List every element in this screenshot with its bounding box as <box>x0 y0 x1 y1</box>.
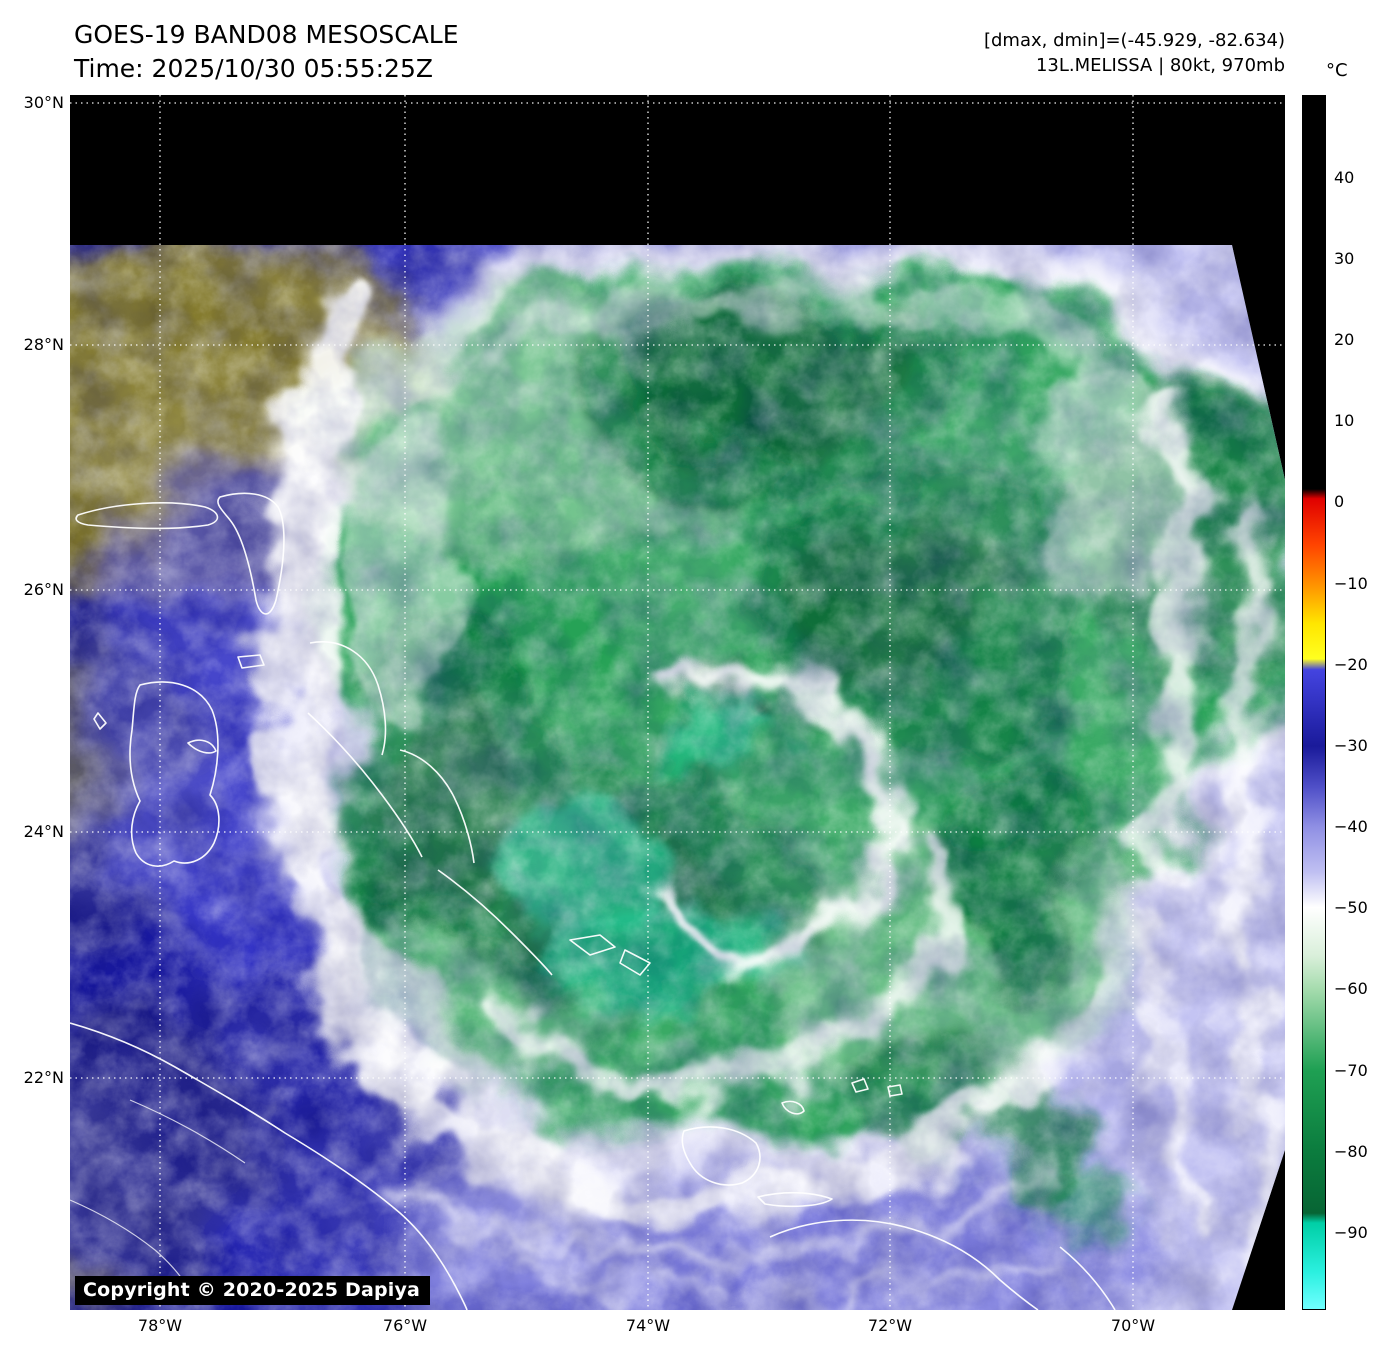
colorbar-tick-20: 20 <box>1334 330 1355 349</box>
colorbar-tick-n10: −10 <box>1334 574 1368 593</box>
colorbar-tick-n70: −70 <box>1334 1061 1368 1080</box>
lat-label-30n: 30°N <box>23 93 64 112</box>
colorbar-tick-40: 40 <box>1334 168 1355 187</box>
colorbar-tick-30: 30 <box>1334 249 1355 268</box>
lon-label-70w: 70°W <box>1110 1316 1156 1335</box>
lon-label-74w: 74°W <box>625 1316 671 1335</box>
colorbar-gradient <box>1302 95 1326 1310</box>
data-region <box>70 245 1285 1310</box>
dmax-dmin-readout: [dmax, dmin]=(-45.929, -82.634) <box>983 30 1285 51</box>
storm-info: 13L.MELISSA | 80kt, 970mb <box>1035 55 1285 76</box>
lat-label-22n: 22°N <box>23 1068 64 1087</box>
page-title: GOES-19 BAND08 MESOSCALE <box>74 20 459 49</box>
satellite-map: Copyright © 2020-2025 Dapiya <box>70 95 1285 1310</box>
colorbar-tick-10: 10 <box>1334 411 1355 430</box>
colorbar-tick-n90: −90 <box>1334 1223 1368 1242</box>
colorbar-tick-n50: −50 <box>1334 898 1368 917</box>
colorbar-tick-n40: −40 <box>1334 817 1368 836</box>
colorbar-tick-n80: −80 <box>1334 1142 1368 1161</box>
header-title-block: GOES-19 BAND08 MESOSCALE Time: 2025/10/3… <box>74 18 459 86</box>
timestamp: Time: 2025/10/30 05:55:25Z <box>74 54 433 83</box>
lat-label-26n: 26°N <box>23 580 64 599</box>
satellite-image <box>70 95 1285 1310</box>
colorbar-unit: °C <box>1326 60 1348 81</box>
lon-label-76w: 76°W <box>382 1316 428 1335</box>
lat-label-28n: 28°N <box>23 335 64 354</box>
gridlines <box>70 95 1285 1310</box>
colorbar-tick-n60: −60 <box>1334 979 1368 998</box>
lon-label-78w: 78°W <box>137 1316 183 1335</box>
header-info-block: [dmax, dmin]=(-45.929, -82.634) 13L.MELI… <box>984 28 1285 78</box>
colorbar-tick-n30: −30 <box>1334 736 1368 755</box>
copyright-badge: Copyright © 2020-2025 Dapiya <box>75 1276 431 1305</box>
lat-label-24n: 24°N <box>23 822 64 841</box>
colorbar-tick-n20: −20 <box>1334 655 1368 674</box>
grain-texture-dark <box>70 245 1285 1310</box>
lon-label-72w: 72°W <box>867 1316 913 1335</box>
colorbar-tick-0: 0 <box>1334 492 1345 511</box>
